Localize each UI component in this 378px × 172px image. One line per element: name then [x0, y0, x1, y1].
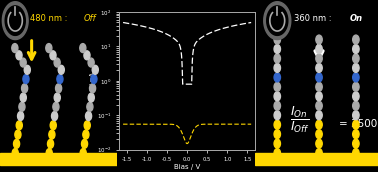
Circle shape [353, 63, 359, 72]
Circle shape [46, 44, 52, 52]
Circle shape [353, 45, 359, 53]
Circle shape [56, 84, 62, 93]
Circle shape [82, 139, 88, 148]
Circle shape [353, 92, 359, 101]
Circle shape [14, 139, 20, 148]
Circle shape [274, 130, 280, 139]
Circle shape [316, 130, 322, 139]
Circle shape [274, 139, 280, 148]
Circle shape [316, 92, 322, 101]
Bar [0, 153, 117, 165]
Circle shape [353, 35, 359, 44]
Circle shape [353, 54, 359, 63]
Circle shape [274, 35, 280, 44]
Circle shape [353, 111, 359, 120]
X-axis label: Bias / V: Bias / V [174, 164, 200, 170]
Circle shape [92, 65, 98, 74]
Circle shape [274, 120, 280, 129]
Circle shape [316, 35, 322, 44]
Circle shape [84, 121, 90, 130]
Circle shape [12, 149, 18, 158]
Polygon shape [2, 2, 28, 40]
Circle shape [20, 58, 26, 67]
Circle shape [16, 121, 22, 130]
Circle shape [316, 82, 322, 91]
Circle shape [57, 75, 63, 84]
Circle shape [353, 120, 359, 129]
Circle shape [274, 111, 280, 120]
Circle shape [88, 58, 94, 67]
Polygon shape [264, 2, 291, 40]
Circle shape [274, 101, 280, 110]
Text: $\dfrac{I_{On}}{I_{Off}}$: $\dfrac{I_{On}}{I_{Off}}$ [290, 105, 309, 136]
Circle shape [274, 92, 280, 101]
Circle shape [316, 120, 322, 129]
Circle shape [58, 65, 64, 74]
Circle shape [17, 112, 24, 121]
Circle shape [353, 130, 359, 139]
Circle shape [51, 112, 57, 121]
Circle shape [90, 84, 96, 93]
Circle shape [85, 112, 91, 121]
Text: Off: Off [83, 14, 96, 23]
Circle shape [19, 102, 25, 111]
Circle shape [353, 149, 359, 158]
Circle shape [274, 63, 280, 72]
Circle shape [316, 54, 322, 63]
Circle shape [316, 101, 322, 110]
Circle shape [80, 149, 86, 158]
Circle shape [274, 45, 280, 53]
Circle shape [20, 93, 26, 102]
Circle shape [48, 139, 54, 148]
Circle shape [316, 149, 322, 158]
Circle shape [53, 102, 59, 111]
Circle shape [316, 45, 322, 53]
Circle shape [23, 75, 29, 84]
Y-axis label: I / nA: I / nA [90, 72, 96, 90]
Circle shape [316, 111, 322, 120]
Text: 360 nm :: 360 nm : [294, 14, 335, 23]
Circle shape [274, 82, 280, 91]
Circle shape [12, 44, 18, 52]
Circle shape [87, 102, 93, 111]
Circle shape [24, 65, 30, 74]
Circle shape [46, 149, 52, 158]
Circle shape [88, 93, 94, 102]
Circle shape [54, 93, 60, 102]
Circle shape [274, 149, 280, 158]
Circle shape [16, 51, 22, 60]
Circle shape [353, 82, 359, 91]
Circle shape [50, 51, 56, 60]
Circle shape [83, 130, 89, 139]
Text: = 3500: = 3500 [339, 119, 377, 129]
Circle shape [316, 73, 322, 82]
Text: 480 nm :: 480 nm : [31, 14, 70, 23]
Circle shape [49, 130, 55, 139]
Circle shape [353, 101, 359, 110]
Circle shape [84, 51, 90, 60]
Polygon shape [5, 6, 25, 35]
Circle shape [353, 139, 359, 148]
Circle shape [15, 130, 21, 139]
Bar [255, 153, 378, 165]
Circle shape [91, 75, 97, 84]
Circle shape [50, 121, 56, 130]
Circle shape [316, 139, 322, 148]
Polygon shape [267, 6, 288, 35]
Circle shape [316, 63, 322, 72]
Text: On: On [350, 14, 363, 23]
Circle shape [353, 73, 359, 82]
Circle shape [274, 54, 280, 63]
Circle shape [80, 44, 86, 52]
Circle shape [54, 58, 60, 67]
Circle shape [22, 84, 28, 93]
Circle shape [274, 73, 280, 82]
